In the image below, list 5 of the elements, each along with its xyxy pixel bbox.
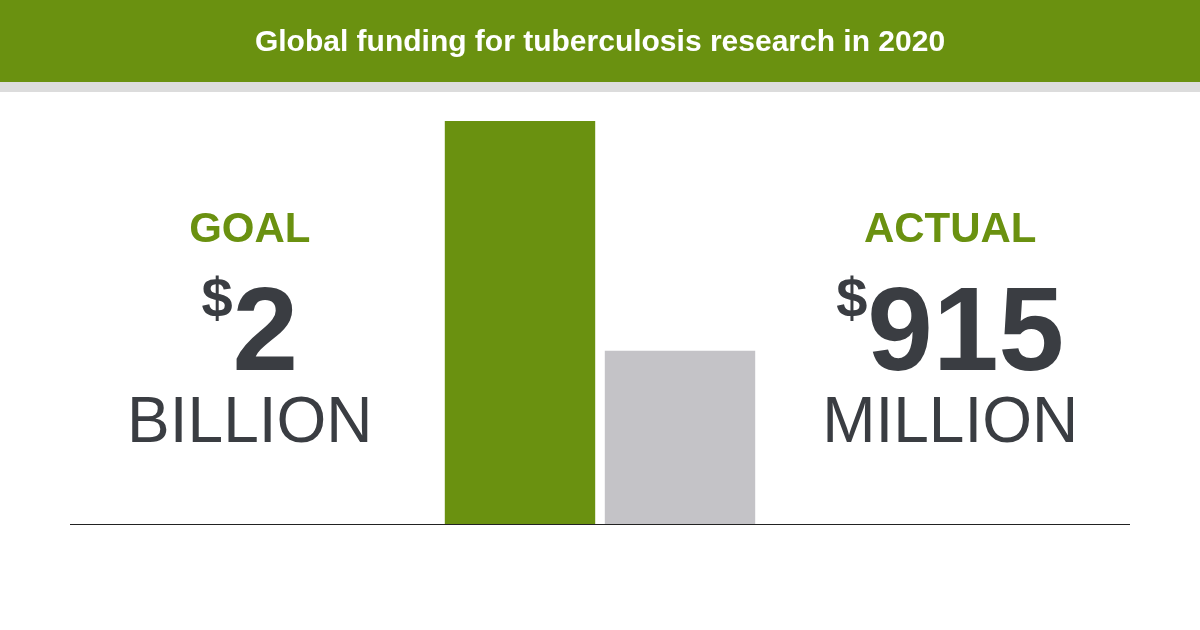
annotation: $2 BILLION [127,263,373,456]
x-tick-label: ACTUAL [863,204,1037,251]
annotation: $915 MILLION [822,263,1079,456]
chart-title: Global funding for tuberculosis research in 2020 [254,24,946,58]
x-tick-label: GOAL [189,204,311,251]
